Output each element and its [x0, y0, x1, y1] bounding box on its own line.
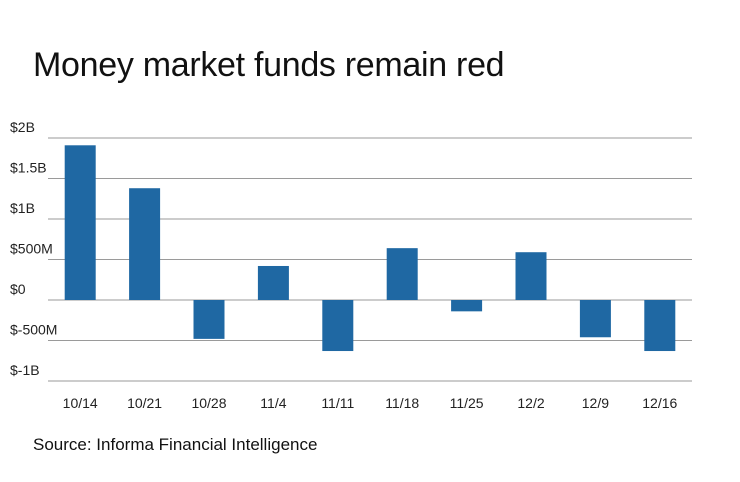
x-tick-label: 11/18 — [385, 395, 419, 411]
y-tick-label: $500M — [10, 241, 53, 257]
x-tick-label: 10/28 — [191, 395, 226, 411]
source-note: Source: Informa Financial Intelligence — [33, 435, 318, 454]
bar — [451, 300, 483, 312]
bar — [579, 300, 611, 338]
x-axis-tick-labels: 10/14 10/21 10/28 11/4 11/11 11/18 11/25 12/2 12… — [63, 395, 678, 411]
x-tick-label: 12/16 — [642, 395, 677, 411]
bar — [193, 300, 225, 339]
x-tick-label: 10/14 — [63, 395, 98, 411]
x-tick-label: 11/11 — [321, 395, 354, 411]
bar — [515, 252, 547, 300]
bar — [129, 188, 161, 300]
y-tick-label: $-500M — [10, 322, 57, 338]
bar — [644, 300, 676, 352]
x-tick-label: 11/25 — [450, 395, 484, 411]
y-tick-label: $1B — [10, 200, 35, 216]
y-tick-label: $2B — [10, 119, 35, 135]
bar — [386, 248, 418, 300]
y-tick-label: $1.5B — [10, 160, 47, 176]
x-tick-label: 12/2 — [517, 395, 544, 411]
x-tick-label: 12/9 — [582, 395, 609, 411]
bars — [64, 145, 676, 352]
bar — [322, 300, 354, 352]
x-tick-label: 10/21 — [127, 395, 162, 411]
bar — [64, 145, 96, 300]
y-tick-label: $-1B — [10, 362, 40, 378]
y-axis-tick-labels: $2B $1.5B $1B $500M $0 $-500M $-1B — [10, 119, 57, 378]
chart-title: Money market funds remain red — [33, 46, 505, 84]
bar — [257, 265, 289, 300]
x-tick-label: 11/4 — [260, 395, 286, 411]
y-tick-label: $0 — [10, 281, 26, 297]
